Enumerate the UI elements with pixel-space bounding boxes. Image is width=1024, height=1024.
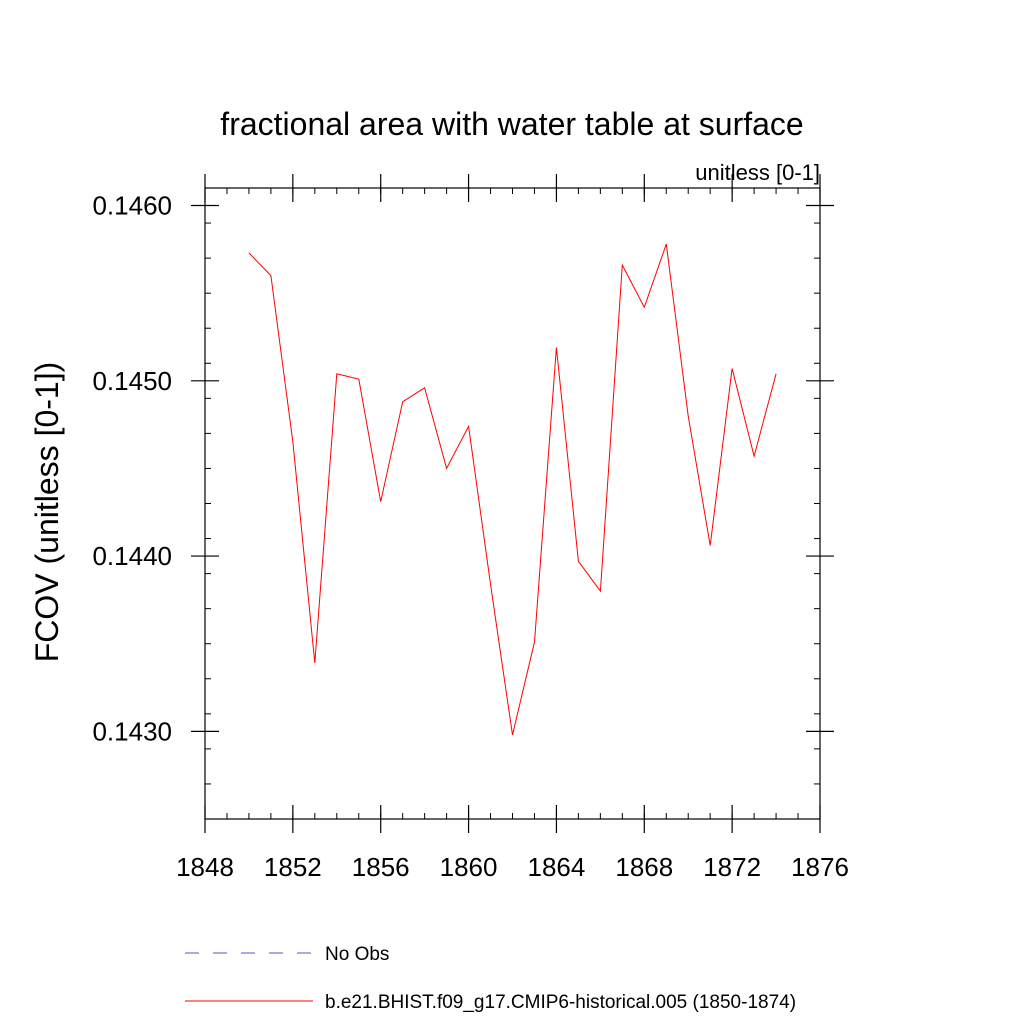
y-tick-label: 0.1450 <box>92 366 172 396</box>
data-point <box>468 426 469 427</box>
data-point <box>358 378 359 379</box>
data-point <box>292 442 293 443</box>
data-point <box>775 373 776 374</box>
chart-subtitle: unitless [0-1] <box>695 160 820 185</box>
x-tick-label: 1848 <box>176 852 234 882</box>
data-point <box>556 347 557 348</box>
data-point <box>270 275 271 276</box>
data-point <box>446 468 447 469</box>
axis-tick-labels: 1848 1852 1856 1860 1864 1868 1872 1876 0.1430 0.… <box>92 191 848 882</box>
legend: No Obs b.e21.BHIST.f09_g17.CMIP6-histori… <box>185 944 796 1013</box>
data-point <box>336 373 337 374</box>
y-axis-label: FCOV (unitless [0-1]) <box>29 362 65 663</box>
data-point <box>248 252 249 253</box>
x-tick-label: 1872 <box>703 852 761 882</box>
series-line <box>248 243 777 736</box>
data-point <box>380 501 381 502</box>
data-point <box>402 401 403 402</box>
plot-frame <box>204 187 821 820</box>
data-point <box>534 641 535 642</box>
x-tick-label: 1852 <box>264 852 322 882</box>
y-tick-label: 0.1440 <box>92 541 172 571</box>
data-point <box>644 307 645 308</box>
x-tick-label: 1856 <box>352 852 410 882</box>
axis-ticks <box>191 174 834 833</box>
x-tick-label: 1864 <box>528 852 586 882</box>
data-point <box>666 243 667 244</box>
legend-label-no-obs: No Obs <box>325 944 389 965</box>
data-point <box>424 387 425 388</box>
data-point <box>754 456 755 457</box>
x-tick-label: 1860 <box>440 852 498 882</box>
y-tick-label: 0.1460 <box>92 191 172 221</box>
series-layer <box>248 243 777 736</box>
data-point <box>512 734 513 735</box>
legend-label-model: b.e21.BHIST.f09_g17.CMIP6-historical.005… <box>325 992 796 1013</box>
data-point <box>688 415 689 416</box>
x-tick-label: 1876 <box>791 852 849 882</box>
data-point <box>600 591 601 592</box>
data-point <box>732 368 733 369</box>
data-point <box>710 545 711 546</box>
data-point <box>622 265 623 266</box>
x-tick-label: 1868 <box>615 852 673 882</box>
data-point <box>490 584 491 585</box>
chart-title: fractional area with water table at surf… <box>220 106 803 142</box>
data-point <box>578 561 579 562</box>
data-point <box>314 662 315 663</box>
y-tick-label: 0.1430 <box>92 716 172 746</box>
